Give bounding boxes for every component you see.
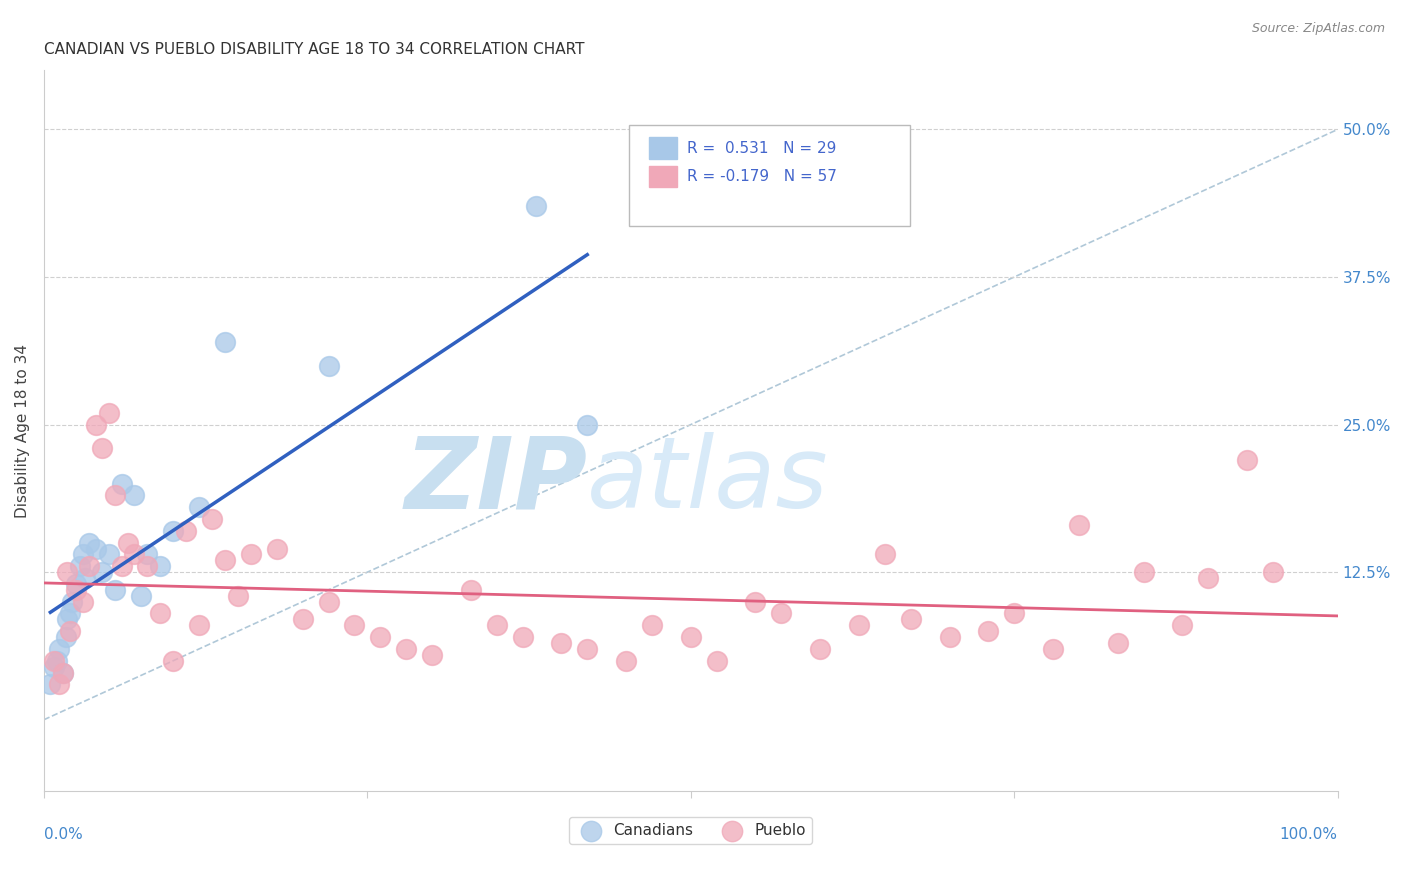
Point [48,677,70,691]
Point [343,618,366,632]
Point [124,488,146,502]
Point [56,565,79,579]
Point [65,577,87,591]
Point [124,548,146,562]
Point [848,618,870,632]
Point [110,559,132,574]
Point [1197,571,1219,585]
Legend: Canadians, Pueblo: Canadians, Pueblo [569,817,813,844]
Point [318,595,340,609]
Point [679,630,702,644]
Point [576,641,599,656]
Point [395,641,418,656]
Point [84,417,107,432]
Point [174,524,197,538]
Point [641,618,664,632]
Point [84,541,107,556]
Point [214,553,236,567]
Point [550,636,572,650]
Point [1107,636,1129,650]
Point [162,524,184,538]
Point [460,582,482,597]
Point [72,595,94,609]
Point [52,665,75,680]
Point [60,595,83,609]
Point [1261,565,1284,579]
Point [52,665,75,680]
Point [39,677,62,691]
Point [75,571,97,585]
Point [1236,453,1258,467]
Point [239,548,262,562]
Point [44,659,66,673]
Point [188,500,211,515]
Point [1171,618,1194,632]
Point [291,612,314,626]
Point [524,199,547,213]
Point [318,359,340,373]
Point [188,618,211,632]
Point [873,548,896,562]
Point [91,565,114,579]
Point [55,630,77,644]
Point [977,624,1000,639]
Point [110,476,132,491]
Point [136,548,159,562]
Text: ZIP: ZIP [405,433,588,530]
Point [104,582,127,597]
Point [226,589,249,603]
Point [72,548,94,562]
Point [706,654,728,668]
Point [45,654,67,668]
Point [149,559,172,574]
Point [512,630,534,644]
Text: 100.0%: 100.0% [1279,827,1337,841]
Point [59,607,82,621]
Point [1067,518,1090,533]
Point [162,654,184,668]
Y-axis label: Disability Age 18 to 34: Disability Age 18 to 34 [15,343,30,517]
Point [117,535,139,549]
Point [576,417,599,432]
Point [1042,641,1064,656]
Text: 0.0%: 0.0% [44,827,83,841]
Point [938,630,960,644]
Text: R = -0.179   N = 57: R = -0.179 N = 57 [688,169,837,184]
Point [129,589,152,603]
Point [266,541,288,556]
Point [900,612,922,626]
Point [56,612,79,626]
Point [69,559,91,574]
Point [420,648,443,662]
Point [201,512,224,526]
Point [91,441,114,455]
Text: atlas: atlas [588,433,830,530]
Point [614,654,637,668]
Point [77,535,100,549]
Point [485,618,508,632]
Point [149,607,172,621]
Text: CANADIAN VS PUEBLO DISABILITY AGE 18 TO 34 CORRELATION CHART: CANADIAN VS PUEBLO DISABILITY AGE 18 TO … [44,42,585,57]
Point [808,641,831,656]
Point [59,624,82,639]
Point [77,559,100,574]
Point [44,654,66,668]
Text: Source: ZipAtlas.com: Source: ZipAtlas.com [1251,22,1385,36]
Point [1002,607,1025,621]
Point [214,334,236,349]
Text: R =  0.531   N = 29: R = 0.531 N = 29 [688,141,837,156]
Point [770,607,793,621]
Point [104,488,127,502]
Point [744,595,766,609]
Point [368,630,391,644]
Point [65,582,87,597]
Point [1132,565,1154,579]
Point [97,548,120,562]
Point [136,559,159,574]
Point [97,406,120,420]
Point [48,641,70,656]
